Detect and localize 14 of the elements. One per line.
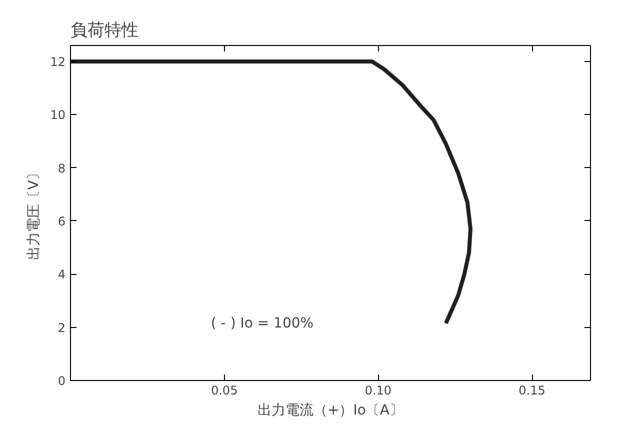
x-tick-label: 0.05 [210,384,238,398]
x-tick-label: 0.15 [518,384,546,398]
y-tick-label: 2 [58,320,66,335]
y-tick-label: 0 [58,374,66,388]
y-tick-label: 4 [58,268,66,282]
y-tick-label: 8 [58,161,66,176]
y-tick-label: 12 [50,54,66,69]
x-axis-title: 出力電流（+）Io〔A〕 [258,402,404,418]
annotation: ( - ) Io = 100% [210,316,314,332]
x-tick-label: 0.10 [364,384,392,398]
y-tick-label: 6 [58,214,66,228]
y-tick-label: 10 [50,108,66,122]
chart-title: 負荷特性 [70,20,138,40]
y-axis-title: 出力電圧〔V〕 [26,166,42,260]
